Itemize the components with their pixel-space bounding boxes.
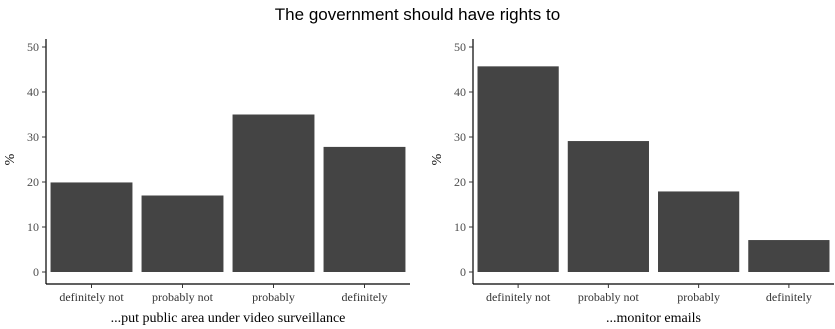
x-axis-title: ...monitor emails: [606, 311, 701, 326]
x-axis-title: ...put public area under video surveilla…: [111, 311, 346, 326]
panel-emails: 0 10 20 30 40 50 definitely not probably not pro…: [430, 39, 834, 326]
y-tick-label: 50: [27, 40, 39, 54]
x-tick-label: probably: [252, 290, 295, 304]
y-tick-label: 50: [454, 40, 466, 54]
bar: [567, 141, 649, 272]
bar: [323, 146, 406, 272]
chart-title: The government should have rights to: [274, 5, 561, 24]
y-tick-label: 0: [33, 265, 39, 279]
y-tick-label: 40: [27, 85, 39, 99]
x-tick-label: definitely not: [59, 290, 124, 304]
bar: [477, 66, 559, 272]
y-tick-label: 30: [27, 130, 39, 144]
bar: [141, 195, 224, 272]
x-tick-label: definitely not: [486, 290, 551, 304]
bar: [658, 191, 740, 272]
y-tick-label: 40: [454, 85, 466, 99]
y-axis-title: %: [3, 153, 18, 165]
x-tick-label: definitely: [766, 290, 812, 304]
x-tick-label: definitely: [342, 290, 388, 304]
bar: [50, 182, 133, 272]
y-tick-label: 20: [27, 175, 39, 189]
y-tick-label: 30: [454, 130, 466, 144]
y-tick-label: 20: [454, 175, 466, 189]
y-tick-label: 0: [460, 265, 466, 279]
panel-surveillance: 0 10 20 30 40 50 definitely not probably not pro…: [3, 39, 410, 326]
bar: [748, 240, 830, 272]
x-tick-label: probably: [677, 290, 720, 304]
y-axis-title: %: [430, 153, 445, 165]
x-tick-label: probably not: [152, 290, 214, 304]
y-tick-label: 10: [454, 220, 466, 234]
x-tick-label: probably not: [578, 290, 640, 304]
bar: [232, 114, 315, 272]
y-tick-label: 10: [27, 220, 39, 234]
